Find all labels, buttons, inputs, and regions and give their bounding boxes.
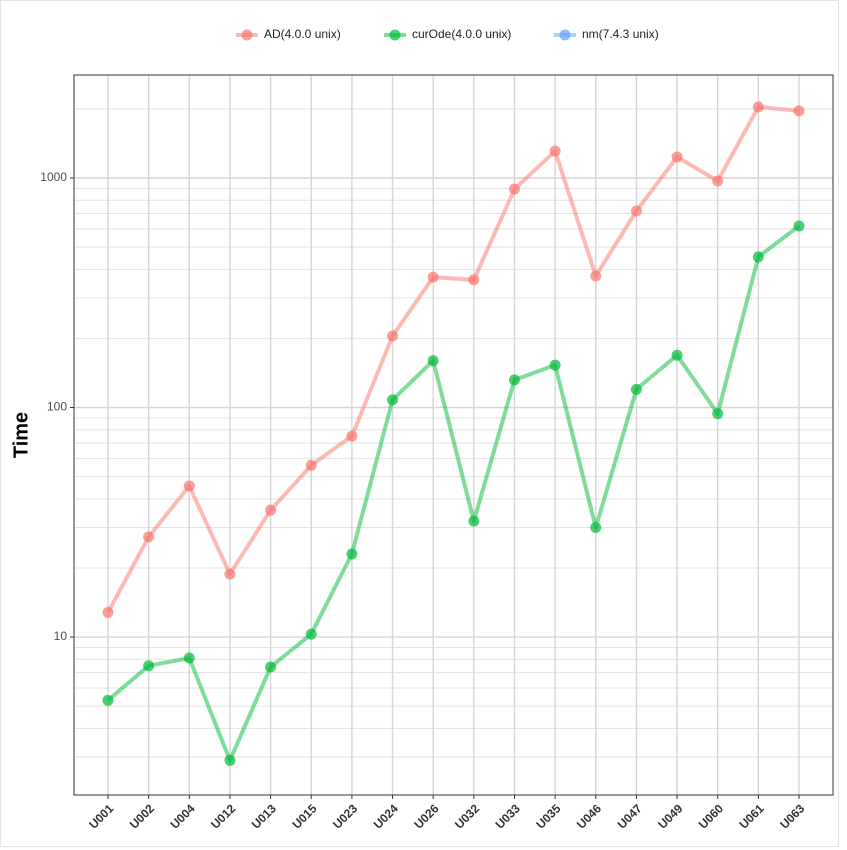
data-point: [265, 504, 277, 516]
data-point: [427, 271, 439, 283]
data-point: [346, 430, 358, 442]
data-point: [346, 548, 358, 560]
legend-label: AD(4.0.0 unix): [264, 27, 341, 41]
data-point: [508, 374, 520, 386]
data-point: [102, 694, 114, 706]
data-point: [265, 661, 277, 673]
data-point: [793, 105, 805, 117]
data-point: [387, 330, 399, 342]
data-point: [427, 355, 439, 367]
data-point: [549, 145, 561, 157]
data-point: [671, 151, 683, 163]
data-point: [508, 183, 520, 195]
legend-key-point: [389, 29, 401, 41]
series-line: [106, 104, 800, 614]
data-point: [183, 652, 195, 664]
legend-label: curOde(4.0.0 unix): [412, 27, 511, 41]
data-point: [590, 270, 602, 282]
data-point: [712, 175, 724, 187]
legend-label: nm(7.4.3 unix): [582, 27, 659, 41]
data-point: [468, 515, 480, 527]
data-point: [752, 101, 764, 113]
series-line: [106, 224, 801, 763]
data-point: [712, 408, 724, 420]
data-point: [549, 359, 561, 371]
data-point: [305, 628, 317, 640]
data-point: [630, 383, 642, 395]
data-point: [143, 531, 155, 543]
data-point: [305, 459, 317, 471]
data-point: [590, 522, 602, 534]
data-point: [102, 606, 114, 618]
y-tick-label: 1000: [40, 170, 67, 184]
data-point: [224, 568, 236, 580]
data-point: [630, 205, 642, 217]
data-point: [183, 480, 195, 492]
data-point: [793, 220, 805, 232]
data-point: [468, 274, 480, 286]
legend-key-point: [241, 29, 253, 41]
y-tick-label: 100: [47, 400, 67, 414]
plot-border: [73, 74, 834, 796]
data-point: [671, 349, 683, 361]
data-point: [143, 660, 155, 672]
legend-key-point: [559, 29, 571, 41]
data-point: [752, 251, 764, 263]
data-point: [387, 394, 399, 406]
data-point: [224, 754, 236, 766]
y-axis-label: Time: [10, 412, 32, 458]
y-tick-label: 10: [54, 629, 68, 643]
